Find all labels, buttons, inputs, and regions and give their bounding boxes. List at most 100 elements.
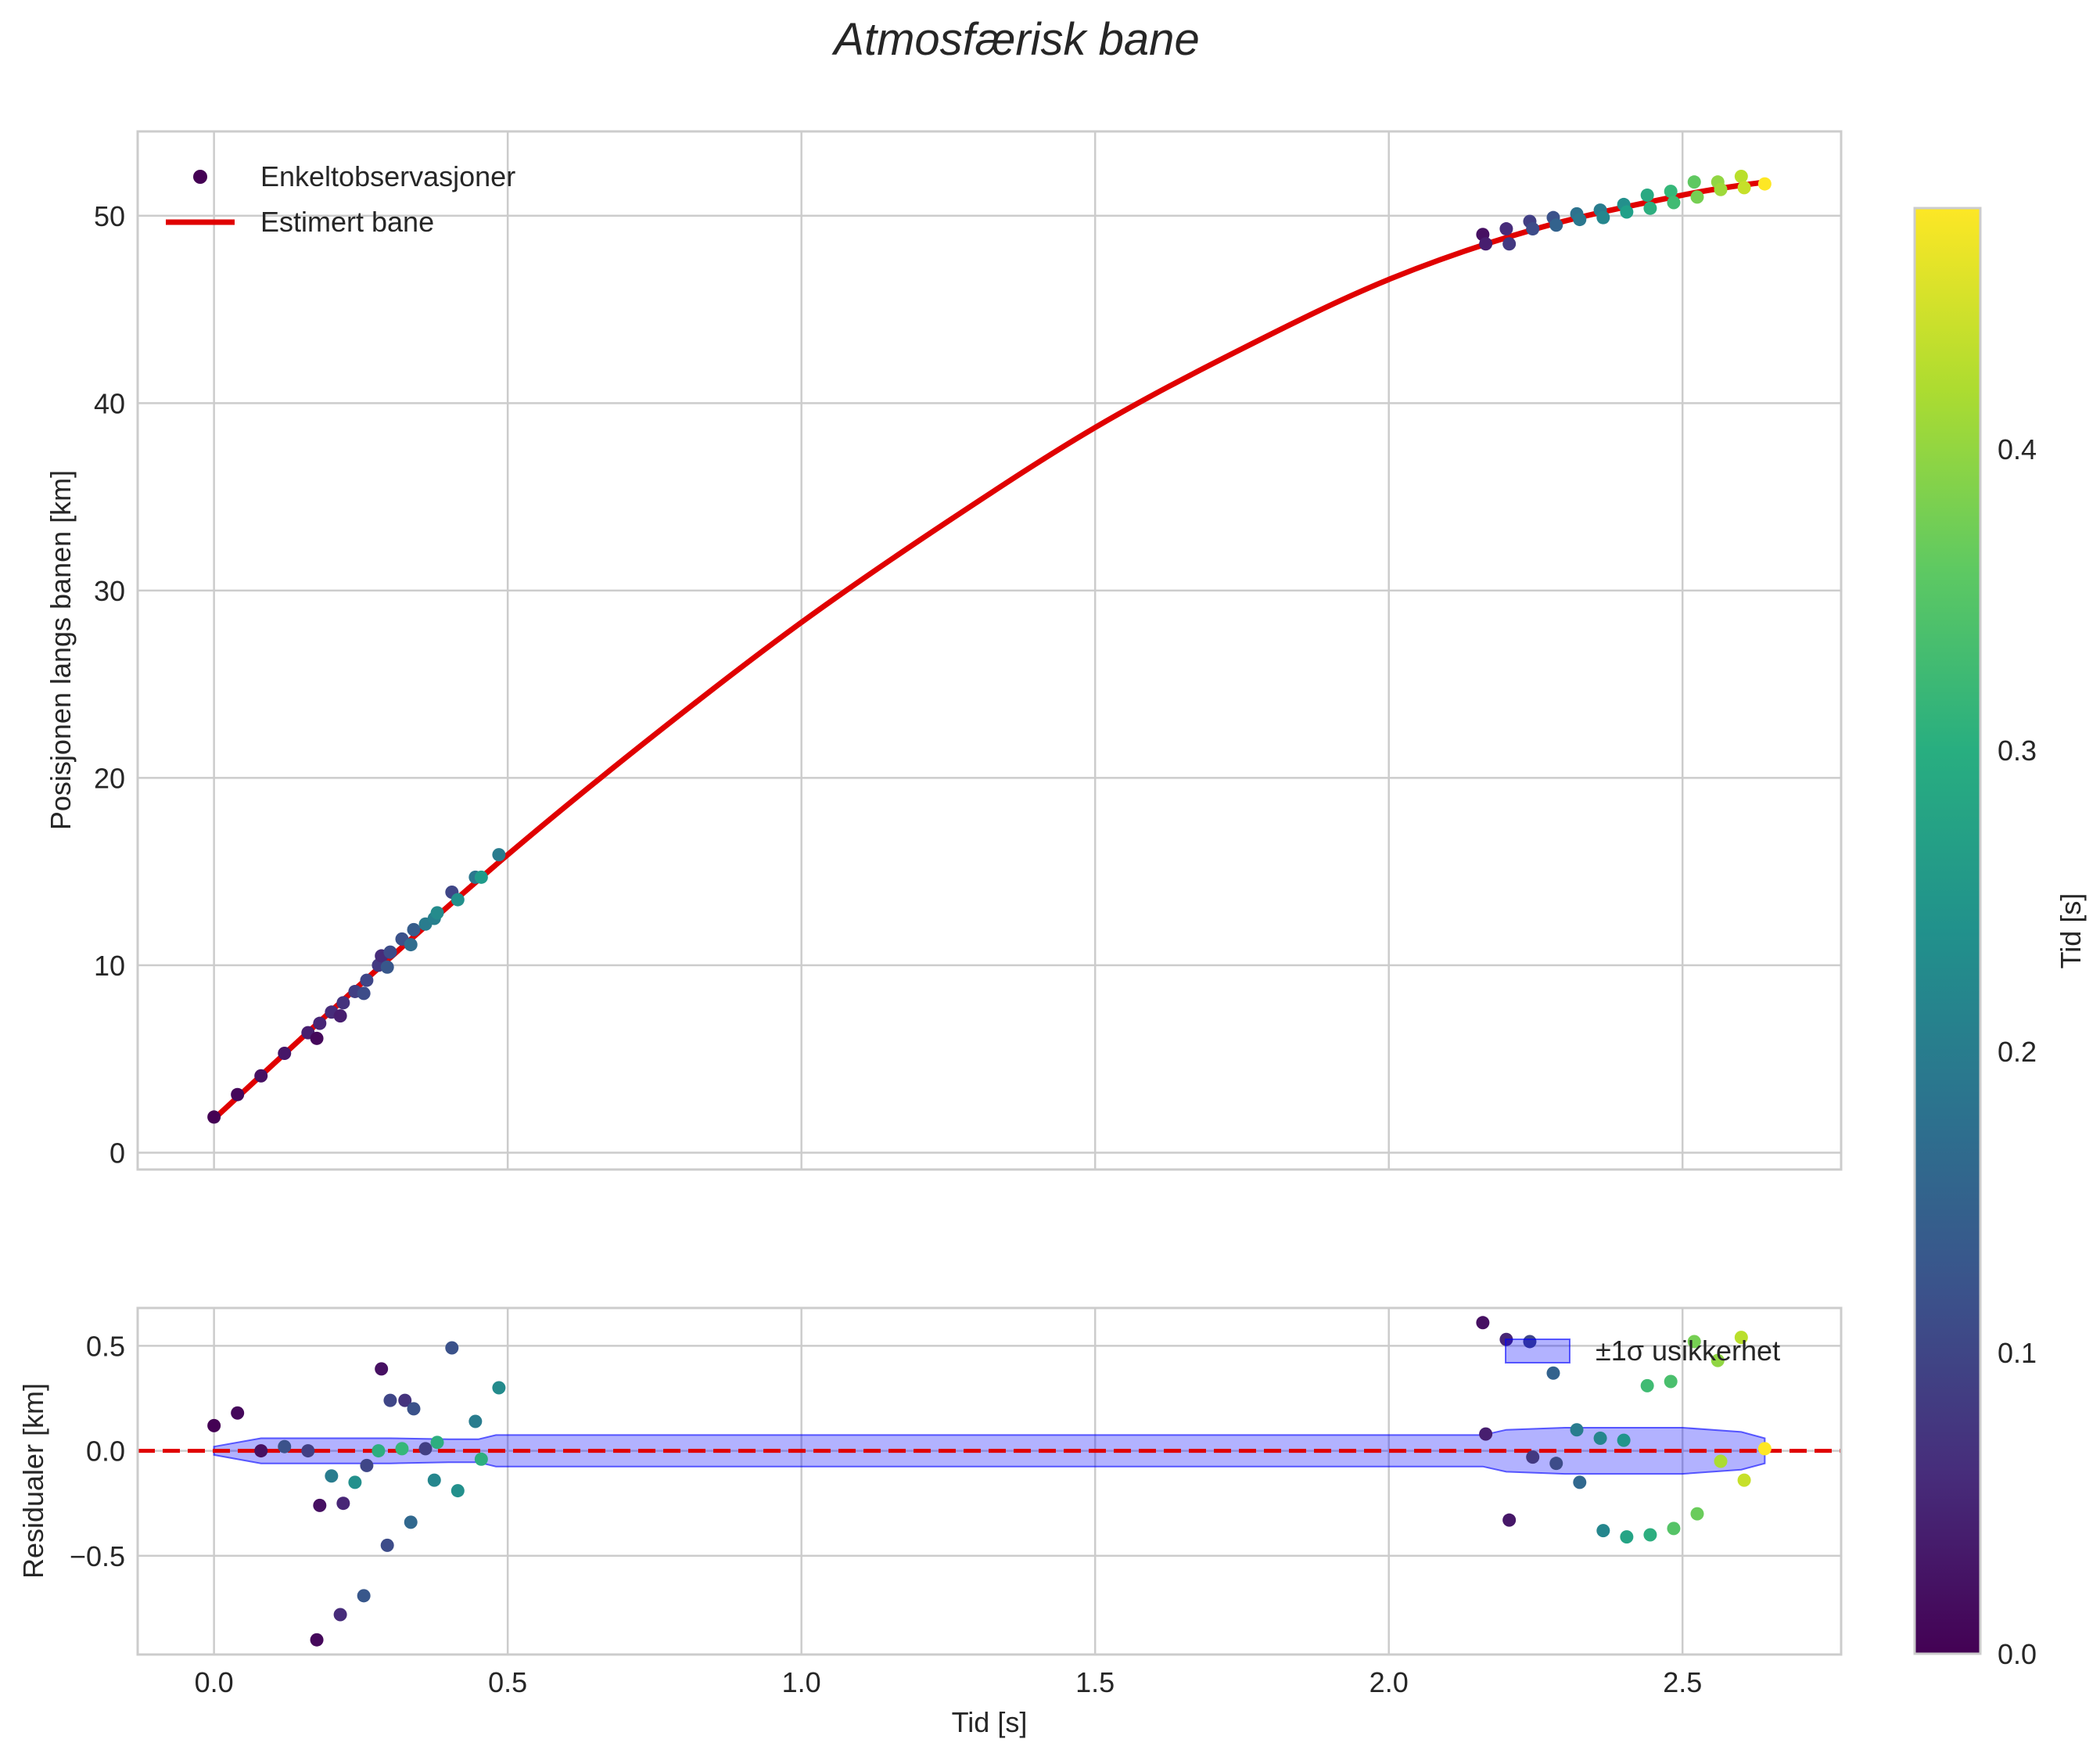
observation-point — [1690, 190, 1704, 204]
colorbar-tick-label: 0.2 — [1998, 1036, 2037, 1068]
observation-point — [1757, 177, 1772, 191]
observation-point — [407, 922, 421, 936]
residual-point — [418, 1442, 433, 1456]
colorbar-tick-label: 0.4 — [1998, 433, 2037, 465]
bottom-y-tick-label: 0.0 — [86, 1435, 125, 1468]
x-tick-label: 1.5 — [1075, 1666, 1115, 1698]
top-plot-frame — [136, 130, 1843, 1171]
residual-point — [310, 1633, 324, 1647]
x-tick-label: 0.0 — [195, 1666, 234, 1698]
residual-point — [313, 1498, 327, 1512]
x-tick-label: 0.5 — [488, 1666, 527, 1698]
x-tick-label: 2.5 — [1663, 1666, 1702, 1698]
colorbar-tick-label: 0.0 — [1998, 1638, 2037, 1670]
residual-point — [407, 1402, 421, 1416]
observation-point — [451, 893, 465, 907]
residual-point — [375, 1362, 389, 1376]
bottom-y-axis-label: Residualer [km] — [17, 1383, 49, 1579]
observation-point — [1596, 210, 1610, 225]
residual-point — [1737, 1473, 1751, 1487]
residual-point — [1734, 1331, 1748, 1345]
residual-point — [1640, 1378, 1654, 1392]
residual-point — [1620, 1530, 1634, 1544]
residual-point — [325, 1469, 339, 1483]
observation-point — [1479, 237, 1493, 251]
observation-point — [1687, 175, 1701, 189]
colorbar-tick-label: 0.1 — [1998, 1337, 2037, 1369]
residual-point — [1479, 1427, 1493, 1441]
observation-point — [1737, 181, 1751, 195]
observation-point — [1734, 169, 1748, 183]
bottom-y-tick-label: 0.5 — [86, 1330, 125, 1362]
residual-point — [1714, 1454, 1728, 1468]
top-y-tick-label: 20 — [94, 762, 125, 794]
residual-point — [1643, 1528, 1657, 1542]
bottom-y-ticks: −0.5 0.0 0.5 — [70, 1330, 125, 1572]
observation-point — [1620, 205, 1634, 219]
bottom-legend: ±1σ usikkerhet — [1505, 1335, 1780, 1367]
observation-point — [360, 973, 374, 987]
x-axis-label: Tid [s] — [952, 1706, 1028, 1738]
residual-point — [1570, 1423, 1584, 1437]
residual-point — [357, 1589, 371, 1603]
residual-point — [1526, 1450, 1540, 1464]
top-y-ticks: 0 10 20 30 40 50 — [94, 200, 125, 1170]
residual-point — [1573, 1475, 1587, 1489]
residual-point — [1687, 1335, 1701, 1349]
observation-point — [336, 996, 350, 1010]
residual-point — [372, 1444, 386, 1458]
estimated-trajectory-line — [211, 179, 1768, 1122]
legend-label-fit: Estimert bane — [260, 206, 434, 238]
observation-point — [1502, 237, 1517, 251]
colorbar: 0.0 0.1 0.2 0.3 0.4 Tid [s] — [1913, 207, 2087, 1670]
residual-point — [254, 1444, 268, 1458]
observation-point — [474, 870, 488, 884]
residual-point — [492, 1381, 506, 1395]
residual-point — [333, 1608, 347, 1622]
residual-point — [1667, 1522, 1681, 1536]
legend-marker-band — [1505, 1338, 1571, 1364]
observation-point — [430, 906, 444, 920]
observation-point — [404, 938, 418, 952]
observation-point — [1667, 196, 1681, 210]
residual-point — [474, 1452, 488, 1466]
colorbar-ticks: 0.0 0.1 0.2 0.3 0.4 — [1998, 433, 2037, 1670]
chart-title: Atmosfærisk bane — [831, 14, 1199, 65]
residual-point — [395, 1442, 409, 1456]
residual-point — [380, 1538, 394, 1552]
residual-point — [301, 1444, 315, 1458]
residual-points — [207, 1316, 1772, 1647]
observation-point — [492, 848, 506, 862]
top-y-tick-label: 50 — [94, 200, 125, 232]
residual-point — [404, 1515, 418, 1529]
residual-point — [1757, 1442, 1772, 1456]
top-plot-area — [138, 131, 1841, 1170]
observation-point — [1549, 218, 1563, 232]
observation-points — [207, 169, 1772, 1124]
residual-point — [445, 1341, 459, 1355]
residual-point — [1546, 1366, 1560, 1380]
colorbar-tick-label: 0.3 — [1998, 735, 2037, 767]
bottom-plot-area — [138, 1308, 1841, 1655]
top-y-tick-label: 10 — [94, 950, 125, 982]
top-y-tick-label: 30 — [94, 575, 125, 607]
colorbar-gradient — [1913, 207, 1982, 1655]
top-y-tick-label: 40 — [94, 387, 125, 419]
residual-point — [1596, 1524, 1610, 1538]
observation-point — [383, 945, 397, 959]
colorbar-label: Tid [s] — [2055, 893, 2087, 969]
residual-point — [430, 1435, 444, 1450]
bottom-panel: −0.5 0.0 0.5 0.0 0.5 1.0 1.5 2.0 2.5 Residualer… — [17, 1306, 1843, 1738]
observation-point — [231, 1087, 245, 1101]
residual-point — [451, 1484, 465, 1498]
observation-point — [278, 1046, 292, 1060]
bottom-y-tick-label: −0.5 — [70, 1540, 125, 1572]
observation-point — [1640, 188, 1654, 202]
x-tick-label: 2.0 — [1369, 1666, 1409, 1698]
residual-point — [1593, 1431, 1607, 1445]
bottom-plot-frame — [136, 1306, 1843, 1656]
residual-point — [1690, 1507, 1704, 1521]
observation-point — [254, 1069, 268, 1083]
residual-point — [383, 1393, 397, 1407]
